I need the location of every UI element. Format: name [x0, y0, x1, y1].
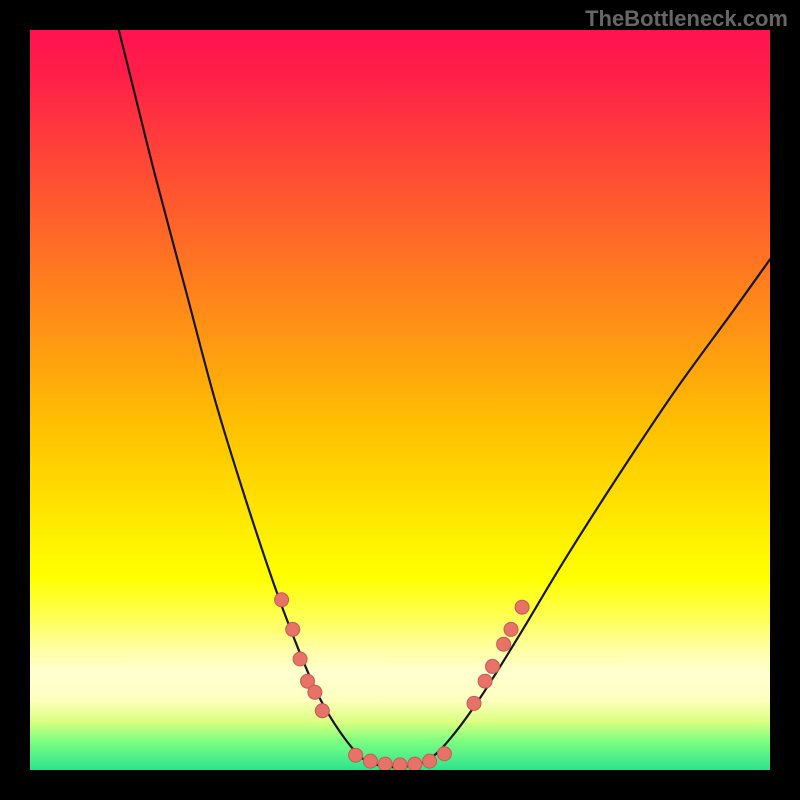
- data-marker: [308, 685, 322, 699]
- data-marker: [408, 757, 422, 770]
- data-marker: [378, 757, 392, 770]
- data-marker: [504, 622, 518, 636]
- data-marker: [275, 593, 289, 607]
- data-marker: [486, 659, 500, 673]
- watermark-text: TheBottleneck.com: [585, 6, 788, 32]
- chart-frame: TheBottleneck.com: [0, 0, 800, 800]
- data-marker: [467, 696, 481, 710]
- data-marker: [315, 704, 329, 718]
- data-marker: [423, 754, 437, 768]
- data-marker: [363, 754, 377, 768]
- plot-area: [30, 30, 770, 770]
- data-marker: [293, 652, 307, 666]
- data-marker: [286, 622, 300, 636]
- data-marker: [437, 747, 451, 761]
- data-marker: [349, 748, 363, 762]
- data-marker: [478, 674, 492, 688]
- data-marker: [393, 758, 407, 770]
- data-marker: [515, 600, 529, 614]
- data-marker: [497, 637, 511, 651]
- bottleneck-chart: [30, 30, 770, 770]
- gradient-background: [30, 30, 770, 770]
